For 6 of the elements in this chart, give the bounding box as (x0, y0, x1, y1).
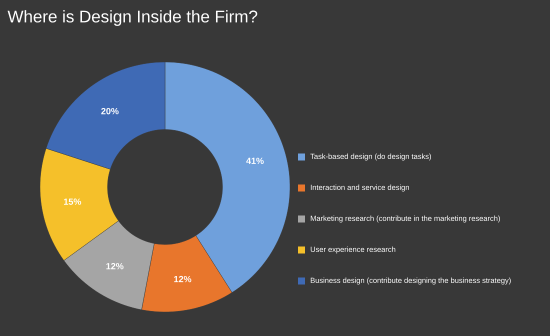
chart-title: Where is Design Inside the Firm? (8, 10, 258, 26)
data-label: 15% (64, 198, 82, 205)
data-label: 41% (246, 158, 264, 164)
data-label: 12% (106, 262, 124, 270)
data-label: 20% (101, 108, 119, 114)
data-label: 12% (174, 276, 192, 282)
